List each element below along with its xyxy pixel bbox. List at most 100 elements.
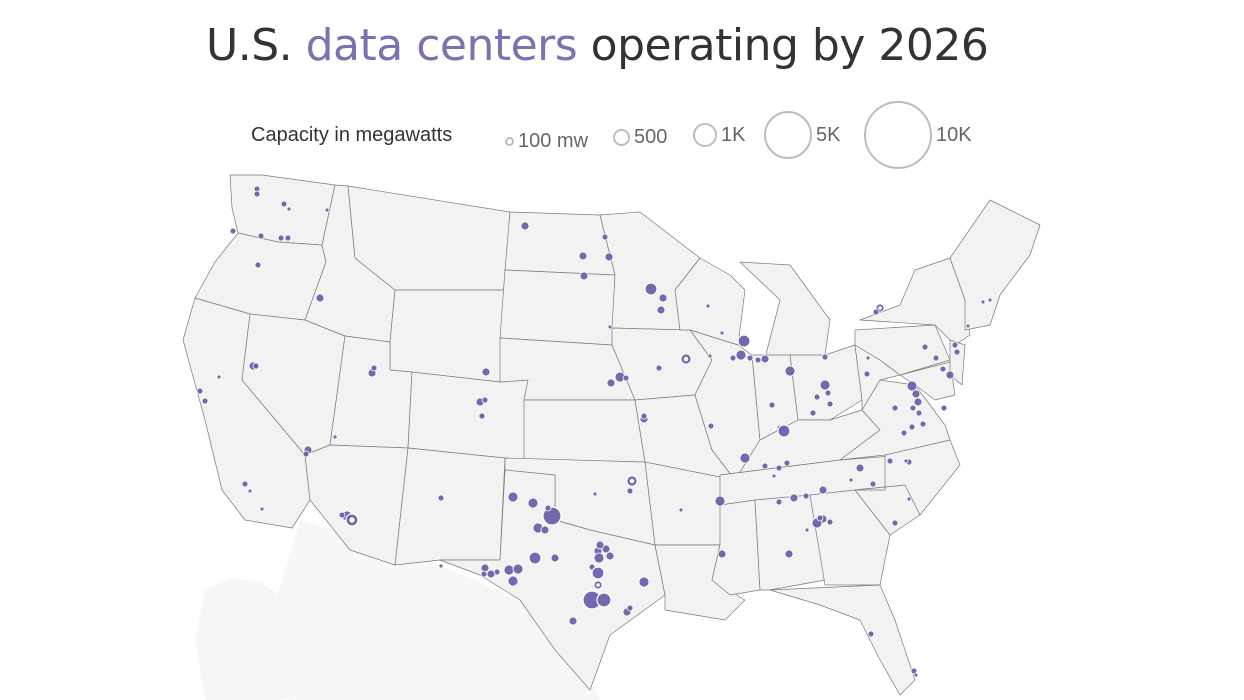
data-center-marker <box>821 353 829 361</box>
legend-item-500: 500 <box>613 126 667 149</box>
data-center-marker <box>913 397 923 407</box>
legend-text-1k: 1K <box>721 123 746 146</box>
data-center-marker <box>437 494 445 502</box>
data-center-marker <box>622 374 630 382</box>
legend-circle-1k <box>693 123 717 147</box>
mexico-shape <box>270 520 600 700</box>
data-center-marker <box>855 463 865 473</box>
data-center-marker <box>939 365 947 373</box>
data-center-marker <box>486 569 496 579</box>
data-center-marker-ring <box>596 583 600 587</box>
data-center-marker <box>945 370 955 380</box>
data-center-sites <box>196 185 993 678</box>
data-center-marker <box>578 251 588 261</box>
data-center-marker <box>891 519 899 527</box>
data-center-marker <box>592 491 598 497</box>
state-wisconsin <box>674 257 746 346</box>
us-states <box>182 174 1041 696</box>
data-center-marker <box>900 429 908 437</box>
data-center-marker <box>332 434 338 440</box>
data-center-marker <box>528 551 542 565</box>
state-georgia <box>809 489 891 586</box>
data-center-marker <box>503 564 515 576</box>
data-center-marker <box>789 493 799 503</box>
legend-text-10k: 10K <box>936 123 972 146</box>
legend-item-100mw: 100 mw <box>505 130 588 153</box>
data-center-marker-ring <box>349 517 355 523</box>
data-center-marker <box>658 293 668 303</box>
data-center-marker <box>915 409 923 417</box>
data-center-marker <box>626 604 634 612</box>
data-center-marker <box>315 293 325 303</box>
data-center-marker <box>254 261 262 269</box>
state-new-england <box>949 199 1041 331</box>
legend-label: Capacity in megawatts <box>251 124 453 146</box>
data-center-marker <box>259 506 265 512</box>
data-center-marker <box>241 480 249 488</box>
data-center-marker <box>596 592 612 608</box>
data-center-marker <box>201 397 209 405</box>
data-center-marker <box>595 540 605 550</box>
data-center-marker <box>593 552 605 564</box>
data-center-marker <box>863 370 871 378</box>
data-center-marker <box>980 299 986 305</box>
data-center-marker <box>784 365 796 377</box>
data-center-marker <box>826 518 834 526</box>
data-center-marker <box>848 477 854 483</box>
data-center-marker <box>257 232 265 240</box>
data-center-marker <box>705 303 711 309</box>
title-highlight: data centers <box>305 20 578 71</box>
data-center-marker <box>253 190 261 198</box>
data-center-marker <box>601 233 609 241</box>
data-center-marker <box>280 200 288 208</box>
data-center-marker <box>809 409 817 417</box>
data-center-marker <box>480 570 488 578</box>
legend-circle-10k <box>864 101 932 169</box>
data-center-marker <box>771 473 777 479</box>
neighbor-land <box>195 520 600 700</box>
data-center-marker <box>640 412 648 420</box>
data-center-marker <box>965 323 971 329</box>
state-north-carolina <box>854 439 961 516</box>
legend-circle-100mw <box>505 137 514 146</box>
data-center-marker <box>932 354 940 362</box>
data-center-marker <box>919 420 927 428</box>
legend-text-500: 500 <box>634 126 668 148</box>
state-kansas <box>523 399 646 463</box>
data-center-marker <box>911 389 921 399</box>
data-center-marker-ring <box>629 478 635 484</box>
data-center-marker <box>953 348 961 356</box>
data-center-marker <box>277 234 285 242</box>
legend-text-5k: 5K <box>816 123 841 146</box>
data-center-marker <box>644 282 658 296</box>
data-center-marker <box>913 672 919 678</box>
legend-item-1k: 1K <box>693 123 745 147</box>
state-texas <box>439 469 666 691</box>
data-center-marker <box>655 364 663 372</box>
data-center-marker <box>816 514 824 522</box>
legend-text-100mw: 100 mw <box>518 130 589 152</box>
data-center-marker <box>903 458 909 464</box>
data-center-marker <box>768 401 776 409</box>
page-title: U.S. data centers operating by 2026 <box>206 20 989 71</box>
title-suffix: operating by 2026 <box>577 20 989 71</box>
data-center-marker <box>324 207 330 213</box>
data-center-marker <box>638 576 650 588</box>
data-center-marker <box>507 491 519 503</box>
data-center-marker <box>656 305 666 315</box>
data-center-marker <box>527 497 539 509</box>
data-center-marker <box>302 450 310 458</box>
data-center-marker <box>746 354 754 362</box>
data-center-marker <box>550 553 560 563</box>
data-center-marker <box>987 297 993 303</box>
state-florida <box>769 584 916 696</box>
state-michigan <box>739 261 831 359</box>
state-virginia <box>839 379 951 461</box>
data-center-marker <box>921 343 929 351</box>
state-north-dakota <box>504 211 616 276</box>
data-center-marker <box>818 485 828 495</box>
data-center-marker <box>775 498 783 506</box>
data-center-marker-ring <box>878 306 882 310</box>
data-center-marker <box>707 422 715 430</box>
data-center-marker <box>906 496 912 502</box>
